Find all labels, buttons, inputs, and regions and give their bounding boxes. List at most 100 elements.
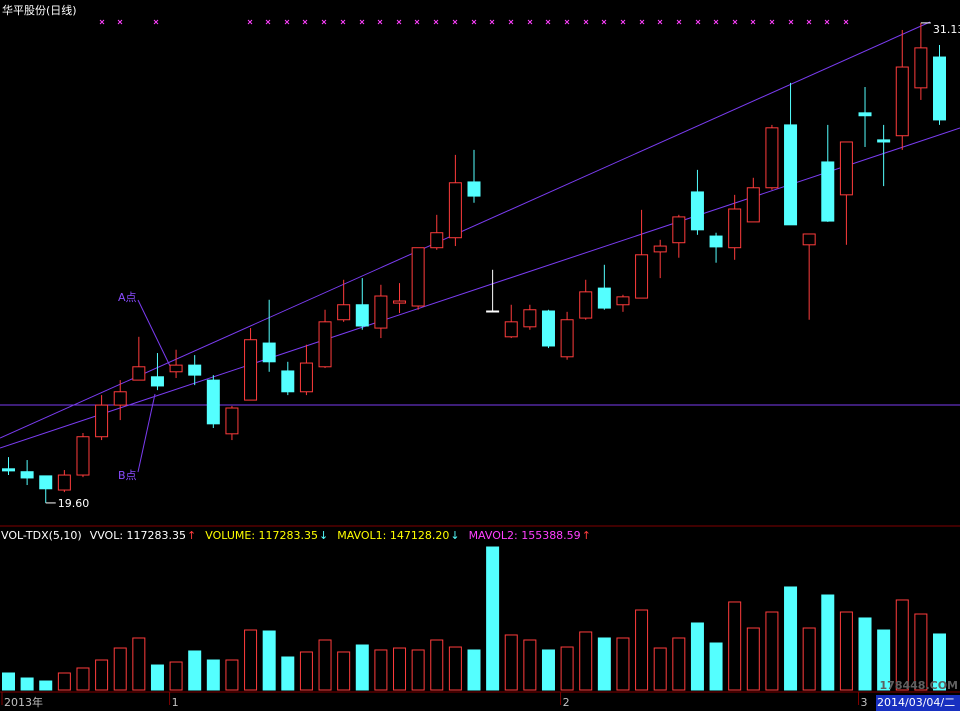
annotation: A点 bbox=[118, 291, 137, 304]
candle-body bbox=[188, 364, 202, 376]
volume-bar bbox=[784, 586, 798, 691]
extreme-label: 19.60 bbox=[58, 497, 90, 510]
volume-bar bbox=[504, 634, 518, 691]
volume-bar bbox=[597, 637, 611, 691]
chart-title: 华平股份(日线) bbox=[2, 3, 77, 17]
candle-body bbox=[784, 124, 798, 226]
candle-body bbox=[430, 232, 444, 249]
volume-bar bbox=[337, 651, 351, 691]
candle-body bbox=[839, 141, 853, 196]
volume-bar bbox=[821, 594, 835, 691]
volume-bar bbox=[2, 672, 15, 691]
marker-cross bbox=[359, 19, 365, 25]
marker-cross bbox=[153, 19, 159, 25]
indicator-arrow: ↓ bbox=[450, 529, 459, 542]
volume-bar bbox=[541, 649, 555, 691]
volume-bar bbox=[411, 649, 425, 691]
candle-body bbox=[244, 339, 258, 401]
candle-body bbox=[374, 295, 388, 329]
marker-cross bbox=[750, 19, 756, 25]
cursor-label: 2014/03/04/二 bbox=[877, 696, 955, 709]
cursor-label-bg bbox=[876, 695, 960, 711]
volume-bar bbox=[523, 639, 537, 691]
marker-cross bbox=[396, 19, 402, 25]
marker-cross bbox=[713, 19, 719, 25]
candle-body bbox=[895, 66, 909, 137]
marker-cross bbox=[788, 19, 794, 25]
indicator-label: MAVOL2: 155388.59 bbox=[469, 529, 581, 542]
volume-bar bbox=[374, 649, 388, 691]
candle-body bbox=[877, 139, 891, 143]
marker-cross bbox=[471, 19, 477, 25]
x-tick-label: 2 bbox=[563, 696, 570, 709]
volume-bar bbox=[839, 611, 853, 691]
marker-cross bbox=[489, 19, 495, 25]
candle-body bbox=[281, 370, 295, 393]
candle-body bbox=[57, 474, 71, 491]
candle-body bbox=[579, 291, 593, 319]
marker-cross bbox=[247, 19, 253, 25]
candle-body bbox=[616, 296, 630, 306]
candle-body bbox=[113, 391, 127, 406]
volume-bar bbox=[579, 631, 593, 691]
candle-body bbox=[150, 376, 164, 387]
marker-cross bbox=[695, 19, 701, 25]
marker-cross bbox=[452, 19, 458, 25]
volume-bar bbox=[672, 637, 686, 691]
marker-cross bbox=[433, 19, 439, 25]
candle-body bbox=[858, 112, 872, 117]
candle-body bbox=[318, 321, 332, 368]
marker-cross bbox=[265, 19, 271, 25]
candle-body bbox=[635, 254, 649, 299]
marker-cross bbox=[508, 19, 514, 25]
marker-cross bbox=[414, 19, 420, 25]
volume-bar bbox=[318, 639, 332, 691]
volume-bar bbox=[113, 647, 127, 691]
annotation: B点 bbox=[118, 469, 137, 482]
candle-body bbox=[39, 475, 53, 490]
volume-bar bbox=[262, 630, 276, 691]
volume-bar bbox=[560, 646, 574, 691]
volume-bar bbox=[802, 627, 816, 691]
marker-cross bbox=[676, 19, 682, 25]
marker-cross bbox=[340, 19, 346, 25]
indicator-label: VVOL: 117283.35 bbox=[90, 529, 186, 542]
volume-bar bbox=[76, 667, 90, 691]
candle-body bbox=[225, 407, 239, 435]
marker-cross bbox=[639, 19, 645, 25]
candle-body bbox=[728, 208, 742, 249]
candle-body bbox=[95, 404, 109, 438]
volume-bar bbox=[95, 659, 109, 691]
volume-bar bbox=[355, 644, 369, 691]
candle-body bbox=[299, 362, 313, 393]
candle-body bbox=[169, 364, 183, 373]
candle-body bbox=[486, 310, 500, 313]
candle-body bbox=[709, 235, 723, 248]
candle-body bbox=[504, 321, 518, 338]
volume-bar bbox=[746, 627, 760, 691]
annotation-arrow bbox=[137, 393, 156, 473]
marker-cross bbox=[843, 19, 849, 25]
marker-cross bbox=[620, 19, 626, 25]
annotation-arrow bbox=[137, 299, 171, 367]
volume-bar bbox=[728, 601, 742, 691]
marker-cross bbox=[545, 19, 551, 25]
candle-body bbox=[523, 309, 537, 328]
volume-bar bbox=[635, 609, 649, 691]
indicator-label: VOLUME: 117283.35 bbox=[205, 529, 318, 542]
volume-bar bbox=[132, 637, 146, 691]
candle-body bbox=[597, 287, 611, 309]
x-tick-label: 1 bbox=[172, 696, 179, 709]
marker-cross bbox=[284, 19, 290, 25]
volume-bar bbox=[150, 664, 164, 691]
volume-bar bbox=[225, 659, 239, 691]
candle-body bbox=[765, 127, 779, 189]
volume-bar bbox=[858, 617, 872, 691]
indicator-arrow: ↑ bbox=[187, 529, 196, 542]
volume-bar bbox=[430, 639, 444, 691]
volume-bar bbox=[616, 637, 630, 691]
volume-bar bbox=[281, 656, 295, 691]
volume-bar bbox=[486, 546, 500, 691]
